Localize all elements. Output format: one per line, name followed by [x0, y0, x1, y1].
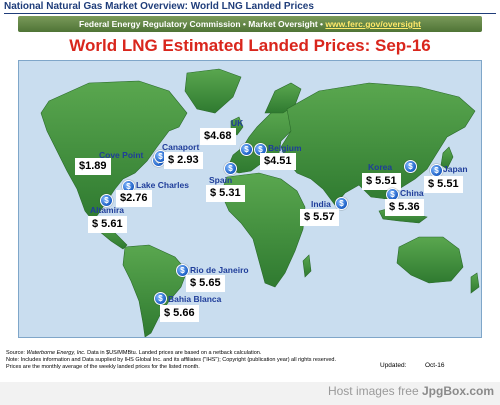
bahia-blanca-dollar-icon[interactable]: $: [154, 292, 167, 305]
watermark-strip: [0, 382, 500, 405]
oversight-link[interactable]: www.ferc.gov/oversight: [325, 19, 421, 29]
terminal-name-uk: UK: [231, 118, 244, 128]
source-label: Source:: [6, 350, 27, 356]
header-divider: [4, 13, 496, 14]
rio-de-janeiro-dollar-icon[interactable]: $: [176, 264, 189, 277]
china-dollar-icon[interactable]: $: [386, 188, 399, 201]
australia-landmass: [396, 236, 464, 284]
north-america-landmass: [40, 80, 188, 222]
terminal-name-india: India: [311, 199, 331, 209]
price-spain: $ 5.31: [206, 185, 245, 202]
uk-dollar-icon[interactable]: $: [240, 143, 253, 156]
terminal-name-korea: Korea: [368, 162, 393, 172]
terminal-name-japan: Japan: [443, 164, 468, 174]
updated-label: Updated:: [380, 362, 407, 369]
spain-dollar-icon[interactable]: $: [224, 162, 237, 175]
price-bahia-blanca: $ 5.66: [160, 305, 199, 322]
source-line-2: Note: Includes information and Data supp…: [6, 357, 336, 363]
terminal-name-cove-point: Cove Point: [99, 150, 144, 160]
price-india: $ 5.57: [300, 209, 339, 226]
price-lake-charles: $2.76: [116, 190, 152, 207]
source-name: Waterborne Energy, Inc.: [26, 350, 86, 356]
terminal-name-spain: Spain: [209, 175, 233, 185]
terminal-name-rio-de-janeiro: Rio de Janeiro: [190, 265, 249, 275]
source-footnote: Source: Waterborne Energy, Inc. Data in …: [6, 350, 386, 371]
terminal-name-china: China: [400, 188, 424, 198]
price-canaport: $ 2.93: [164, 152, 203, 169]
scandinavia-landmass: [264, 82, 302, 114]
price-uk: $4.68: [200, 128, 236, 145]
watermark-text: Host images free: [327, 384, 422, 398]
world-map-graphic: [40, 68, 480, 337]
price-korea: $ 5.51: [362, 173, 401, 190]
terminal-name-altamira: Altamira: [90, 205, 125, 215]
greenland-landmass: [184, 68, 242, 114]
madagascar-landmass: [302, 254, 312, 278]
updated-value: Oct-16: [425, 362, 445, 369]
agency-banner: Federal Energy Regulatory Commission • M…: [18, 16, 482, 32]
terminal-name-lake-charles: Lake Charles: [136, 180, 189, 190]
watermark-brand: JpgBox.com: [421, 384, 494, 398]
source-line-1: Data in $US/MMBtu. Landed prices are bas…: [85, 350, 262, 356]
page-header-title: National Natural Gas Market Overview: Wo…: [4, 1, 314, 12]
india-dollar-icon[interactable]: $: [335, 197, 348, 210]
lake-charles-dollar-icon[interactable]: $: [122, 180, 135, 193]
terminal-name-belgium: Belgium: [268, 143, 302, 153]
terminal-name-bahia-blanca: Bahia Blanca: [168, 294, 222, 304]
price-altamira: $ 5.61: [88, 216, 127, 233]
new-zealand-landmass: [470, 272, 480, 294]
south-america-landmass: [122, 244, 188, 337]
altamira-dollar-icon[interactable]: $: [100, 194, 113, 207]
agency-text: Federal Energy Regulatory Commission • M…: [79, 19, 326, 29]
price-china: $ 5.36: [385, 199, 424, 216]
price-cove-point: $1.89: [75, 158, 111, 175]
price-belgium: $4.51: [260, 153, 296, 170]
japan-landmass: [440, 146, 454, 170]
terminal-name-canaport: Canaport: [162, 142, 200, 152]
watermark[interactable]: Host images free JpgBox.com: [328, 384, 494, 398]
map-title: World LNG Estimated Landed Prices: Sep-1…: [69, 36, 431, 55]
price-japan: $ 5.51: [424, 176, 463, 193]
source-line-3: Prices are the monthly average of the we…: [6, 364, 200, 370]
korea-dollar-icon[interactable]: $: [404, 160, 417, 173]
price-rio-de-janeiro: $ 5.65: [186, 275, 225, 292]
